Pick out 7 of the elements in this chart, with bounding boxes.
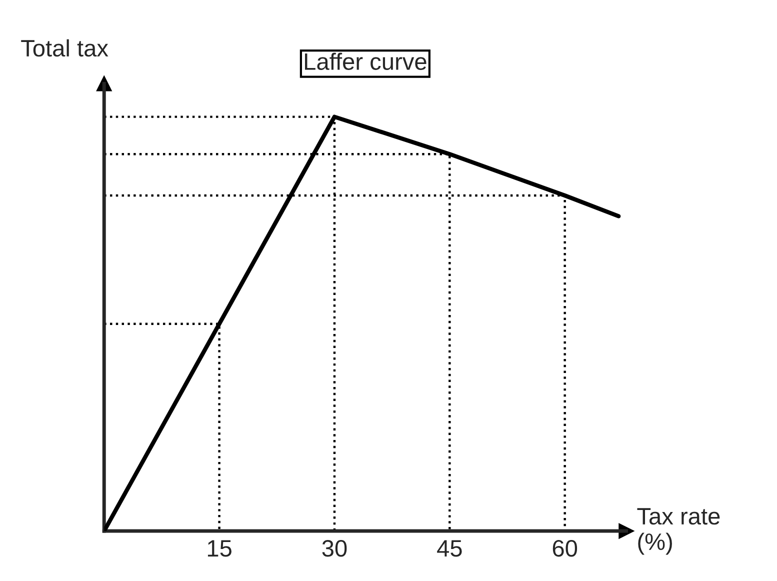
x-tick-label: 15 (208, 540, 232, 557)
x-axis-title: Tax rate (%) (637, 508, 720, 555)
chart-title: Laffer curve (305, 52, 426, 70)
x-tick-label: 30 (322, 540, 347, 557)
x-tick-label: 45 (437, 540, 462, 557)
x-tick-label: 60 (552, 540, 578, 557)
y-axis-title: Total tax (21, 39, 108, 57)
